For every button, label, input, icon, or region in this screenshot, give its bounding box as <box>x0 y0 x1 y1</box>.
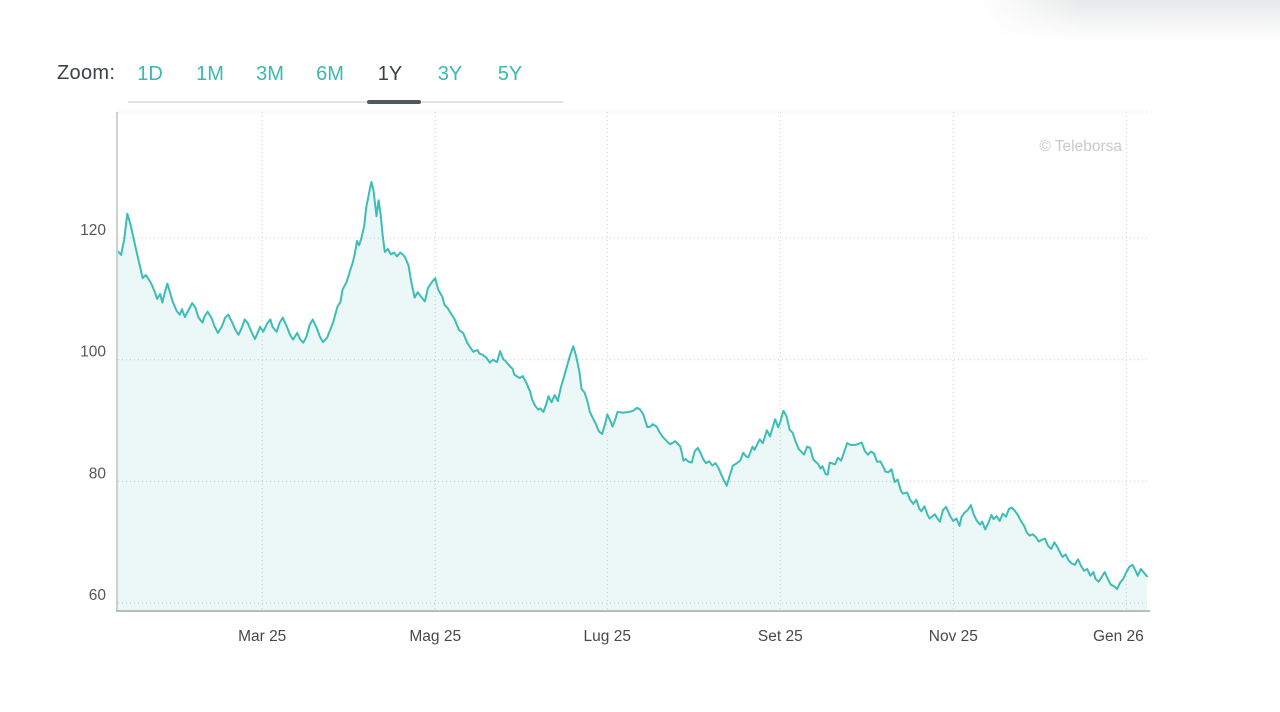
x-tick-label-Nov-25: Nov 25 <box>929 628 978 645</box>
gridlines <box>118 111 1148 610</box>
x-tick-label-Mar-25: Mar 25 <box>238 628 286 645</box>
y-axis-labels: 120 100 80 60 <box>80 222 106 604</box>
range-button-1y[interactable]: 1Y <box>377 63 403 85</box>
range-button-3y[interactable]: 3Y <box>437 63 463 85</box>
range-button-5y[interactable]: 5Y <box>497 63 523 85</box>
range-button-6m[interactable]: 6M <box>316 63 344 85</box>
series-line <box>117 181 1148 591</box>
y-tick-label-120: 120 <box>80 222 106 239</box>
range-button-3m[interactable]: 3M <box>256 63 284 85</box>
x-tick-label-Mag-25: Mag 25 <box>409 628 461 645</box>
y-tick-label-60: 60 <box>89 587 107 604</box>
active-range-indicator <box>367 100 421 104</box>
y-tick-label-100: 100 <box>80 344 106 361</box>
x-tick-label-Set-25: Set 25 <box>758 628 803 645</box>
plot-area[interactable] <box>118 112 1148 610</box>
x-tick-label-Gen-26: Gen 26 <box>1093 628 1144 645</box>
series-area <box>118 182 1147 610</box>
zoom-selector-label: Zoom: <box>57 62 116 84</box>
x-axis-labels: Mar 25 Mag 25 Lug 25 Set 25 Nov 25 Gen 26 <box>238 628 1144 645</box>
range-selector: 1D 1M 3M 6M 1Y 3Y 5Y <box>120 62 540 86</box>
range-button-1m[interactable]: 1M <box>196 63 224 85</box>
watermark: © Teleborsa <box>1039 138 1122 155</box>
y-tick-label-80: 80 <box>89 465 107 482</box>
x-tick-label-Lug-25: Lug 25 <box>584 628 631 645</box>
range-button-1d[interactable]: 1D <box>137 63 163 85</box>
range-selector-track <box>128 101 563 103</box>
